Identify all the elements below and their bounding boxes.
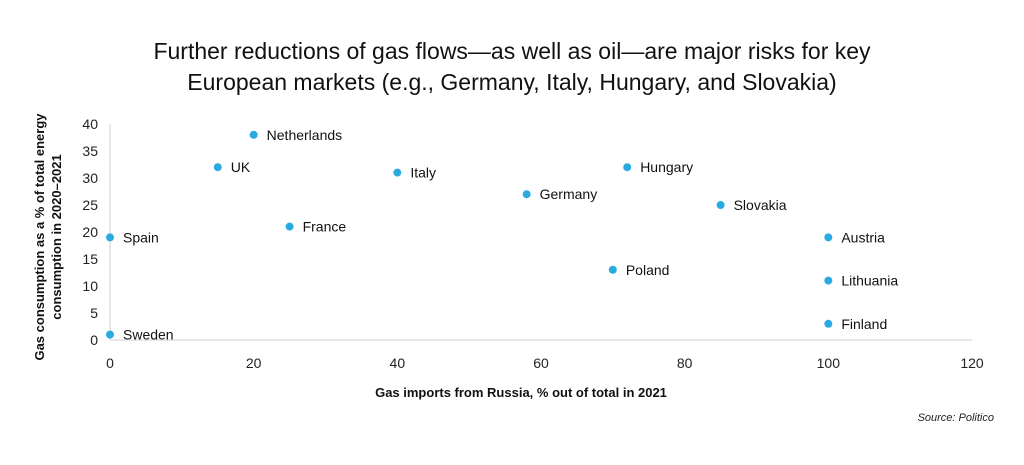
y-axis-ticks: 0 5 10 15 20 25 30 35 40 xyxy=(82,116,98,348)
data-point: Austria xyxy=(824,229,885,245)
data-point: Lithuania xyxy=(824,273,898,289)
point-label: Netherlands xyxy=(267,127,343,143)
data-point: France xyxy=(285,219,347,235)
y-tick-label: 20 xyxy=(82,224,98,240)
point-marker xyxy=(522,190,531,199)
x-axis-label: Gas imports from Russia, % out of total … xyxy=(375,385,667,400)
data-point: Germany xyxy=(522,186,598,202)
point-marker xyxy=(106,233,114,242)
y-axis-label: Gas consumption as a % of total energy c… xyxy=(32,113,64,361)
data-point: UK xyxy=(213,159,251,175)
y-axis-label-line-1: Gas consumption as a % of total energy xyxy=(32,113,47,361)
data-point: Poland xyxy=(608,262,670,278)
point-marker xyxy=(824,276,833,285)
y-tick-label: 40 xyxy=(82,116,98,132)
chart-title: Further reductions of gas flows—as well … xyxy=(0,36,1024,98)
point-marker xyxy=(824,319,833,328)
point-label: Sweden xyxy=(123,327,174,343)
y-tick-label: 30 xyxy=(82,170,98,186)
point-label: Finland xyxy=(841,316,887,332)
x-tick-label: 40 xyxy=(390,355,406,371)
point-label: France xyxy=(303,219,347,235)
data-points: Netherlands UK Italy Hungary Germany Slovakia… xyxy=(106,127,898,343)
point-marker xyxy=(608,265,617,274)
point-label: Spain xyxy=(123,229,159,245)
x-tick-label: 120 xyxy=(960,355,984,371)
point-marker xyxy=(285,222,294,231)
point-label: Italy xyxy=(410,165,436,181)
y-axis-label-line-2: consumption in 2020–2021 xyxy=(49,154,64,319)
x-tick-label: 20 xyxy=(246,355,262,371)
chart-title-line-2: European markets (e.g., Germany, Italy, … xyxy=(187,69,837,95)
data-point: Italy xyxy=(393,165,436,181)
point-label: Germany xyxy=(540,186,598,202)
data-point: Netherlands xyxy=(249,127,343,143)
point-label: Slovakia xyxy=(734,197,787,213)
y-tick-label: 35 xyxy=(82,143,98,159)
point-label: Lithuania xyxy=(841,273,898,289)
point-marker xyxy=(824,233,833,242)
y-tick-label: 5 xyxy=(90,305,98,321)
point-marker xyxy=(393,168,402,177)
chart-title-line-1: Further reductions of gas flows—as well … xyxy=(153,38,871,64)
x-tick-label: 100 xyxy=(817,355,841,371)
point-label: UK xyxy=(231,159,251,175)
data-point: Spain xyxy=(106,229,159,245)
data-point: Hungary xyxy=(623,159,693,175)
data-point: Sweden xyxy=(106,327,174,343)
x-tick-label: 80 xyxy=(677,355,693,371)
point-marker xyxy=(213,163,222,172)
y-tick-label: 15 xyxy=(82,251,98,267)
x-axis-ticks: 0 20 40 60 80 100 120 xyxy=(106,355,984,371)
data-point: Finland xyxy=(824,316,887,332)
point-marker xyxy=(623,163,632,172)
point-marker xyxy=(249,130,258,139)
source-note: Source: Politico xyxy=(917,412,994,424)
data-point: Slovakia xyxy=(716,197,787,213)
x-tick-label: 60 xyxy=(533,355,549,371)
x-tick-label: 0 xyxy=(106,355,114,371)
y-tick-label: 10 xyxy=(82,278,98,294)
y-tick-label: 0 xyxy=(90,332,98,348)
point-marker xyxy=(716,201,725,209)
point-label: Hungary xyxy=(640,159,693,175)
point-marker xyxy=(106,330,114,339)
point-label: Austria xyxy=(841,229,885,245)
point-label: Poland xyxy=(626,262,670,278)
axes xyxy=(109,124,972,341)
y-tick-label: 25 xyxy=(82,197,98,213)
